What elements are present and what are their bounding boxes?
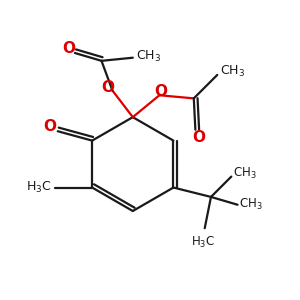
Text: CH$_3$: CH$_3$ [233,166,256,181]
Text: O: O [101,80,114,95]
Text: O: O [192,130,205,145]
Text: O: O [44,119,56,134]
Text: H$_3$C: H$_3$C [191,235,215,250]
Text: CH$_3$: CH$_3$ [239,197,263,212]
Text: O: O [62,41,75,56]
Text: CH$_3$: CH$_3$ [136,49,161,64]
Text: O: O [154,84,167,99]
Text: H$_3$C: H$_3$C [26,180,52,195]
Text: CH$_3$: CH$_3$ [220,64,245,79]
